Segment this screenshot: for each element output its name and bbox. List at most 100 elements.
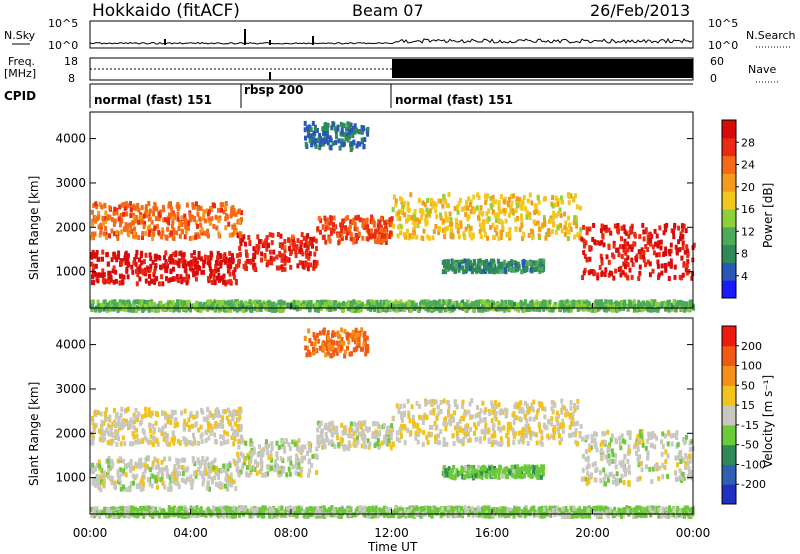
power-cell [382,236,386,242]
power-cell [487,208,491,214]
power-cell [238,251,242,257]
power-cell [192,250,196,256]
velocity-cell [371,431,375,437]
power-cell [168,277,172,283]
power-cell [642,254,645,260]
power-cell [103,203,107,209]
power-cell [154,256,158,262]
power-cell [153,277,157,283]
power-cell [415,223,419,228]
power-cell [125,268,129,274]
power-cell [268,249,272,255]
power-cell [443,198,447,204]
velocity-cell [641,438,645,444]
power-cell [646,259,650,265]
velocity-cell [444,468,448,474]
power-cell [681,245,685,250]
power-cell [214,214,218,220]
power-cell [194,257,198,263]
power-cell [259,307,263,313]
power-cell [607,259,611,265]
power-cell [457,267,461,273]
power-cell [618,244,622,250]
power-cell [482,261,486,266]
power-cell [413,208,417,214]
velocity-cell [316,427,320,433]
power-cell [157,229,161,235]
power-cell [138,276,142,282]
velocity-band-0 [90,455,239,493]
power-cell [601,234,605,240]
velocity-cell [492,440,496,446]
power-cell [554,202,558,208]
velocity-cell [545,425,549,431]
power-cell [402,232,406,238]
power-cell [101,278,105,284]
velocity-cell [587,479,591,485]
power-cell [242,234,246,240]
power-cell [594,303,598,309]
velocity-cell [626,459,630,464]
velocity-cell [414,435,418,441]
power-cell [351,220,355,225]
power-cell [244,241,247,247]
power-cell [529,267,533,273]
power-cell [207,275,210,281]
power-cell [464,262,468,268]
power-cell [467,196,471,202]
velocity-cell [550,416,554,422]
power-cell [227,279,230,285]
freq-tick-bottom: 8 [68,72,75,85]
power-cell [501,224,505,230]
velocity-cell [249,470,253,476]
velocity-cell [435,415,439,421]
power-cell [235,264,239,270]
power-cell [298,260,302,266]
power-cell [622,224,626,230]
power-cell [304,261,308,267]
power-cell [459,220,463,226]
velocity-cell [355,425,359,431]
power-cell [441,203,445,209]
power-cell [371,304,374,310]
power-cell [345,132,349,138]
velocity-cell [119,467,123,473]
velocity-cell [569,433,573,439]
velocity-cell [266,471,270,477]
power-cell [304,141,308,147]
power-cell [396,233,400,239]
velocity-cell [259,458,263,464]
velocity-cell [525,403,529,409]
velocity-cell [172,479,176,485]
power-cell [330,221,334,227]
velocity-cell [686,474,690,480]
power-cell [305,125,309,131]
power-cell [508,227,512,232]
velocity-cell [526,407,530,413]
velocity-cell [326,437,330,443]
power-cell [319,229,322,235]
velocity-cell [422,430,426,435]
power-cell [263,240,267,246]
power-cell [175,230,179,236]
power-cell [379,216,383,222]
power-cell [236,219,240,225]
velocity-cell [451,417,455,423]
velocity-cell [270,445,274,451]
velocity-cell [585,465,589,471]
power-cell [303,304,307,310]
velocity-cell [650,479,654,485]
power-cell [395,211,399,217]
power-cell [184,224,188,230]
velocity-cell [658,465,662,471]
velocity-band-1 [235,438,319,478]
power-cell [441,260,445,265]
power-cell [680,302,684,308]
power-cell [176,216,180,222]
power-cell [368,232,372,238]
power-cell [648,303,652,309]
power-cell [97,272,101,278]
velocity-cell [264,442,268,448]
power-cell [494,306,498,312]
power-cell [685,301,689,307]
